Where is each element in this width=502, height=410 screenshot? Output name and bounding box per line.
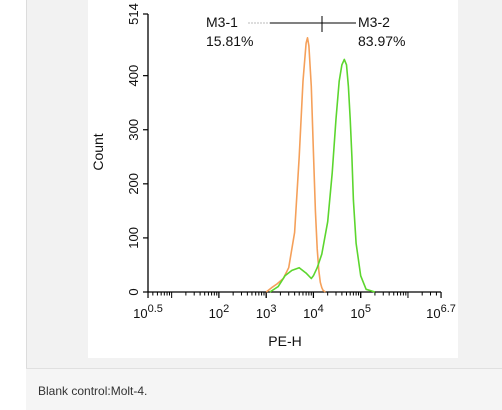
- x-tick-label: 103: [256, 303, 277, 321]
- x-tick-label: 105: [350, 303, 371, 321]
- figure-caption: Blank control:Molt-4.: [38, 384, 148, 398]
- gate-m3-2-percent: 83.97%: [358, 33, 405, 49]
- gate-m3-1-percent: 15.81%: [206, 33, 253, 49]
- gate-m3-1-name: M3-1: [206, 14, 238, 30]
- x-tick-label: 106.7: [426, 303, 456, 321]
- y-tick-label: 200: [126, 173, 141, 195]
- y-tick-label: 400: [126, 65, 141, 87]
- caption-bar: [26, 368, 502, 410]
- y-tick-label: 514: [126, 3, 141, 25]
- y-tick-label: 100: [126, 227, 141, 249]
- histogram-series-line: [265, 36, 326, 293]
- y-ticks: 0 100 200 300 400 514: [126, 3, 148, 296]
- series-group: [265, 36, 376, 293]
- x-tick-label: 100.5: [133, 303, 163, 321]
- y-tick-label: 0: [126, 288, 141, 295]
- axes: [147, 14, 441, 293]
- histogram-series-line: [269, 58, 376, 293]
- y-tick-label: 300: [126, 119, 141, 141]
- y-axis-label: Count: [90, 133, 106, 170]
- x-axis-label: PE-H: [268, 333, 301, 349]
- x-tick-label: 102: [209, 303, 230, 321]
- gate-markers: M3-1 15.81% M3-2 83.97%: [206, 14, 405, 49]
- x-ticks: 100.5 102 103 104 105 106.7: [133, 292, 456, 321]
- x-tick-label: 104: [303, 303, 324, 321]
- plot-panel: [88, 0, 458, 358]
- gate-m3-2-name: M3-2: [358, 14, 390, 30]
